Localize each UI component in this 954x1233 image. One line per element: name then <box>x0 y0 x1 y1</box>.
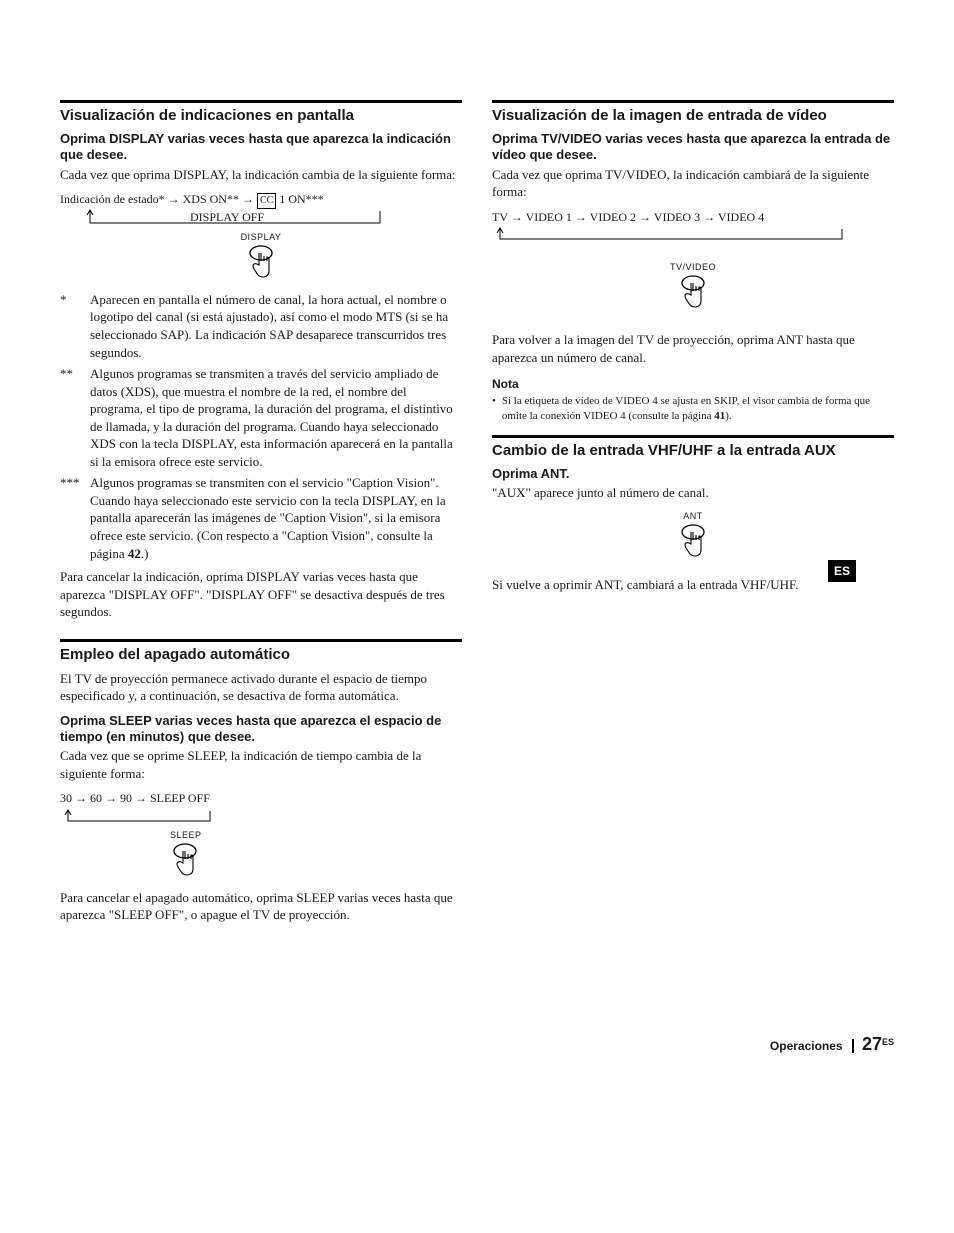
display-flow-diagram: Indicación de estado* → XDS ON** → CC 1 … <box>60 191 462 283</box>
body-text: Cada vez que oprima TV/VIDEO, la indicac… <box>492 166 894 201</box>
instruction-heading: Oprima TV/VIDEO varias veces hasta que a… <box>492 131 894 164</box>
body-text: "AUX" aparece junto al número de canal. <box>492 484 894 502</box>
body-text: Para cancelar el apagado automático, opr… <box>60 889 462 924</box>
page-footer: Operaciones 27ES <box>60 1032 894 1056</box>
section-heading: Visualización de la imagen de entrada de… <box>492 107 894 125</box>
body-text: Para cancelar la indicación, oprima DISP… <box>60 568 462 621</box>
language-tab: ES <box>828 560 856 582</box>
body-text: Cada vez que oprima DISPLAY, la indicaci… <box>60 166 462 184</box>
section-heading: Empleo del apagado automático <box>60 646 462 664</box>
body-text: Para volver a la imagen del TV de proyec… <box>492 331 894 366</box>
note-item: *** Algunos programas se transmiten con … <box>60 474 462 562</box>
note-heading: Nota <box>492 376 894 392</box>
body-text: El TV de proyección permanece activado d… <box>60 670 462 705</box>
section-heading: Visualización de indicaciones en pantall… <box>60 107 462 125</box>
section-heading: Cambio de la entrada VHF/UHF a la entrad… <box>492 442 894 460</box>
note-text: • Si la etiqueta de vídeo de VIDEO 4 se … <box>492 394 894 423</box>
ant-button-diagram: ANT <box>492 510 894 563</box>
press-button-icon <box>246 245 276 279</box>
button-label: DISPLAY <box>60 231 462 243</box>
note-item: * Aparecen en pantalla el número de cana… <box>60 291 462 361</box>
instruction-heading: Oprima SLEEP varias veces hasta que apar… <box>60 713 462 746</box>
body-text: Cada vez que se oprime SLEEP, la indicac… <box>60 747 462 782</box>
sleep-flow-diagram: 30 → 60 → 90 → SLEEP OFF SLEEP <box>60 790 462 881</box>
button-label: TV/VIDEO <box>492 261 894 273</box>
press-button-icon <box>678 524 708 558</box>
video-flow-diagram: TV → VIDEO 1 → VIDEO 2 → VIDEO 3 → VIDEO… <box>492 209 894 314</box>
button-label: SLEEP <box>170 829 462 841</box>
press-button-icon <box>170 843 200 877</box>
instruction-heading: Oprima ANT. <box>492 466 894 482</box>
button-label: ANT <box>492 510 894 522</box>
instruction-heading: Oprima DISPLAY varias veces hasta que ap… <box>60 131 462 164</box>
press-button-icon <box>678 275 708 309</box>
note-item: ** Algunos programas se transmiten a tra… <box>60 365 462 470</box>
